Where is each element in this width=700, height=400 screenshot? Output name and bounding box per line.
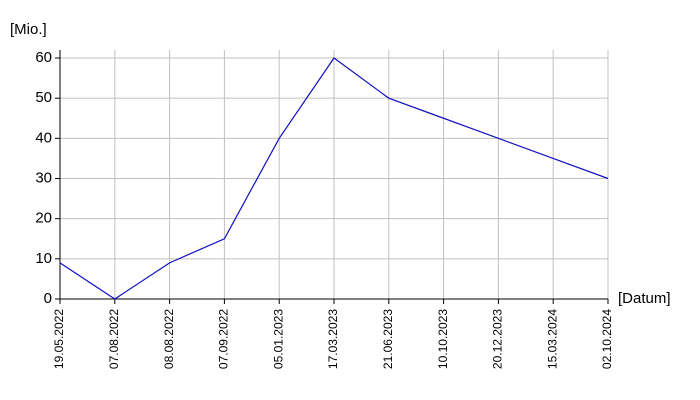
x-tick-label: 15.03.2024 <box>545 309 559 369</box>
y-tick-label: 0 <box>44 290 52 307</box>
x-tick-label: 07.09.2022 <box>217 309 231 369</box>
x-tick-label: 02.10.2024 <box>600 309 614 369</box>
x-tick-label: 08.08.2022 <box>162 309 176 369</box>
x-tick-label: 07.08.2022 <box>107 309 121 369</box>
x-tick-label: 05.01.2023 <box>271 309 285 369</box>
y-tick-label: 50 <box>35 89 52 106</box>
y-tick-label: 20 <box>35 210 52 227</box>
x-axis-label: [Datum] <box>618 290 671 307</box>
y-tick-label: 40 <box>35 129 52 146</box>
data-line <box>59 57 609 300</box>
y-axis-label: [Mio.] <box>10 21 47 38</box>
x-tick-label: 19.05.2022 <box>52 309 66 369</box>
x-tick-label: 20.12.2023 <box>491 309 505 369</box>
y-tick-label: 10 <box>35 250 52 267</box>
x-tick-label: 17.03.2023 <box>326 309 340 369</box>
y-tick-label: 60 <box>35 49 52 66</box>
y-tick-label: 30 <box>35 169 52 186</box>
x-tick-label: 21.06.2023 <box>381 309 395 369</box>
x-tick-label: 10.10.2023 <box>436 309 450 369</box>
